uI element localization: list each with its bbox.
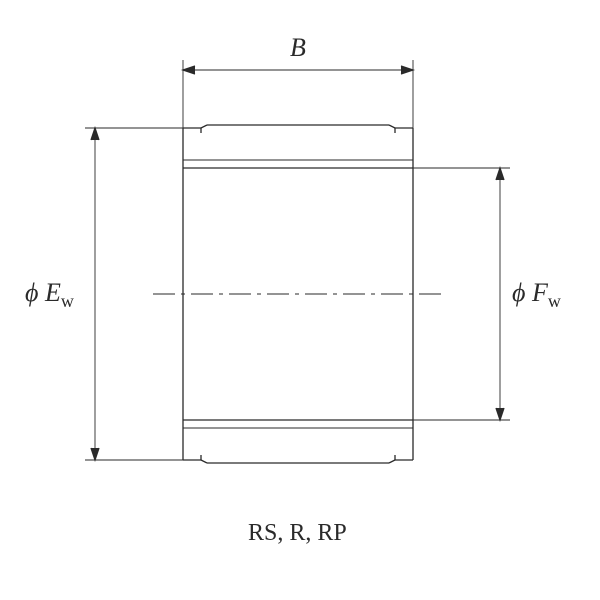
bearing-diagram bbox=[0, 0, 600, 600]
width-label: B bbox=[290, 33, 306, 63]
inner-diameter-label: ϕ Fw bbox=[512, 278, 561, 312]
outer-diameter-label: ϕ Ew bbox=[25, 278, 74, 312]
model-label: RS, R, RP bbox=[248, 520, 347, 547]
